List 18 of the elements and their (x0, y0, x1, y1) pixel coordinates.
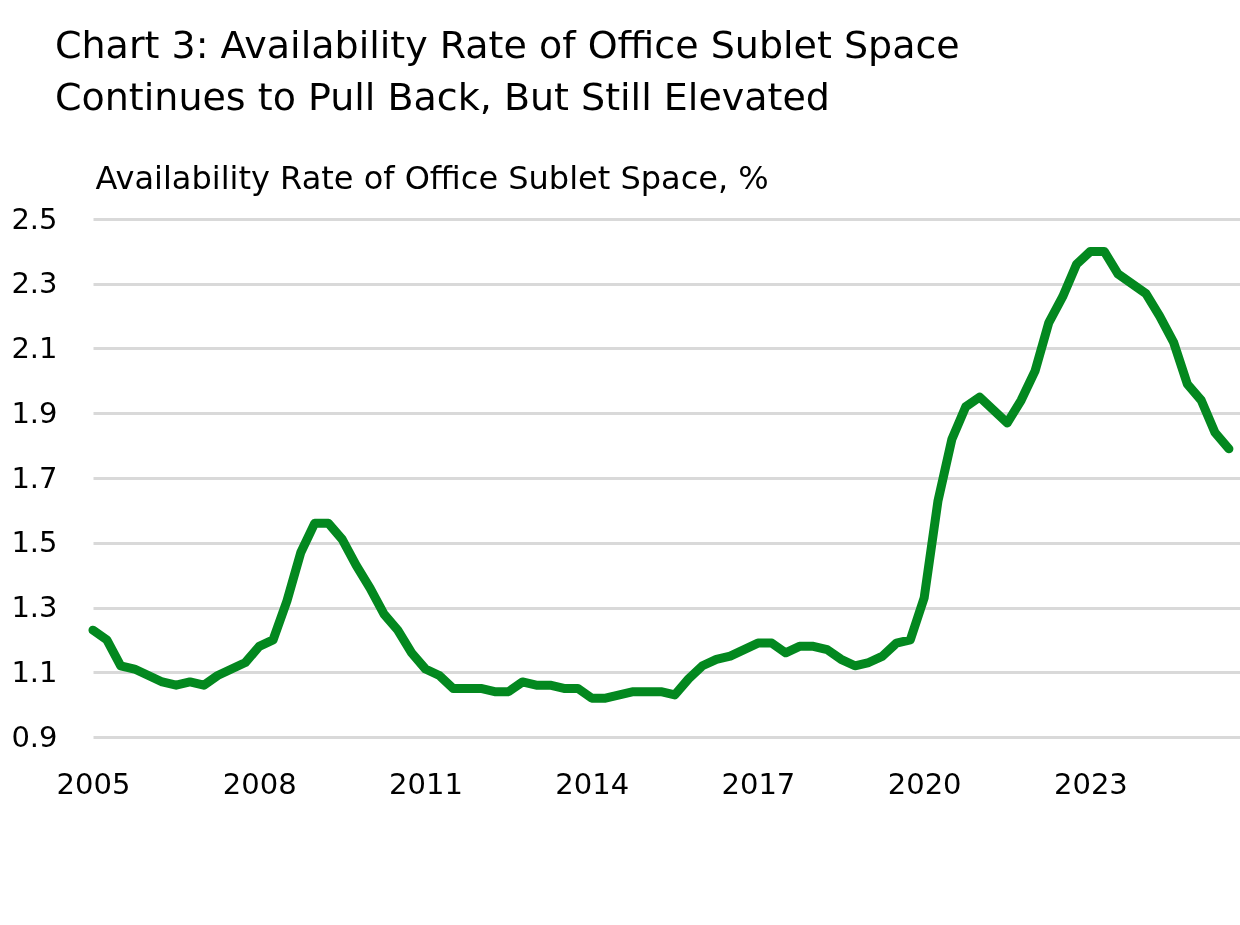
y-axis-title: Availability Rate of Office Sublet Space, % (95, 158, 769, 197)
x-tick-label: 2014 (555, 766, 630, 801)
x-tick-label: 2020 (887, 766, 962, 801)
y-tick-label: 2.1 (11, 331, 58, 365)
x-tick-label: 2011 (389, 766, 463, 801)
y-tick-label: 1.3 (11, 590, 58, 624)
x-tick-label: 2023 (1053, 766, 1128, 801)
x-tick-label: 2017 (721, 766, 796, 801)
y-tick-label: 2.5 (11, 201, 58, 236)
y-tick-label: 1.1 (11, 654, 58, 689)
x-tick-label: 2008 (222, 766, 297, 801)
y-tick-label: 1.9 (11, 395, 58, 430)
y-tick-label: 0.9 (11, 719, 58, 754)
y-tick-label: 2.3 (11, 266, 58, 301)
y-tick-label: 1.7 (11, 460, 58, 495)
chart-title: Chart 3: Availability Rate of Office Sublet Space Continues to Pull Back, But Still Elevated (55, 22, 961, 121)
x-tick-label: 2005 (56, 766, 131, 801)
y-tick-label: 1.5 (11, 525, 58, 560)
